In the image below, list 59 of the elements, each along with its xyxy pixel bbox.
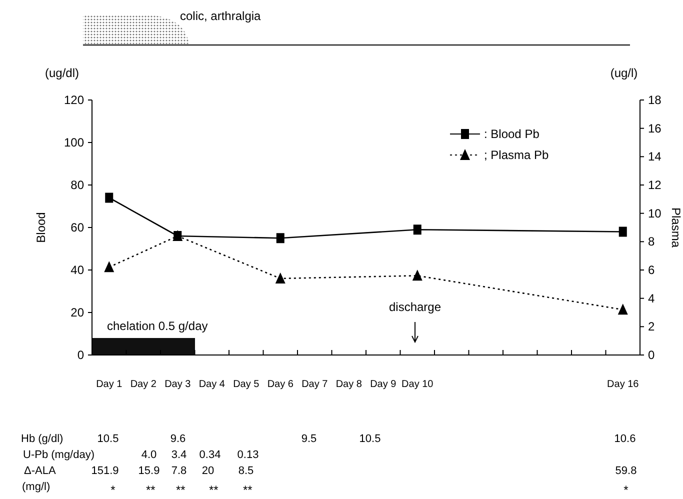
- annotation: discharge: [388, 300, 442, 314]
- text: 9.5: [301, 433, 317, 445]
- x-tick-label: Day 6: [267, 379, 294, 390]
- x-tick-label: Day 16: [607, 379, 640, 390]
- text: (mg/l): [22, 481, 50, 493]
- text: 15.9: [138, 465, 160, 477]
- y-tick-label: 0: [77, 348, 84, 362]
- text: 7.8: [171, 465, 187, 477]
- x-tick-label: Day 8: [336, 379, 362, 390]
- legend-label: : Blood Pb: [484, 127, 540, 141]
- y-tick-label: 80: [70, 178, 84, 192]
- text: *: [110, 483, 116, 497]
- text: colic, arthralgia: [180, 9, 262, 23]
- x-tick-label: Day 10: [402, 379, 434, 390]
- y2-tick-label: 6: [648, 263, 655, 277]
- text: Δ-ALA: [24, 465, 56, 477]
- y-axis-title: Blood: [34, 212, 48, 243]
- text: 9.6: [170, 433, 186, 445]
- x-tick-label: Day 4: [198, 379, 226, 390]
- text: 8.5: [238, 465, 254, 477]
- text: 151.9: [91, 465, 119, 477]
- text: 20: [202, 465, 214, 477]
- text: 10.5: [359, 433, 381, 445]
- text: Hb (g/dl): [21, 433, 64, 445]
- y-tick-label: 20: [70, 306, 84, 320]
- annotation: chelation 0.5 g/day: [107, 319, 208, 333]
- text: (ug/dl): [44, 66, 80, 80]
- text: 10.5: [97, 433, 119, 445]
- y-tick-label: 60: [70, 220, 84, 234]
- y-tick-label: 40: [70, 263, 84, 277]
- x-tick-label: Day 2: [130, 379, 157, 390]
- x-tick-label: Day 1: [96, 379, 123, 390]
- y2-tick-label: 4: [648, 291, 655, 306]
- y2-axis-title: Plasma: [669, 207, 683, 248]
- y-tick-label: 120: [64, 93, 84, 107]
- text: 0.34: [199, 449, 221, 461]
- text: (ug/l): [610, 66, 638, 80]
- y2-tick-label: 16: [648, 121, 662, 136]
- y2-tick-label: 2: [648, 320, 655, 334]
- x-tick-label: Day 3: [164, 379, 192, 390]
- y2-tick-label: 12: [648, 178, 662, 192]
- y2-tick-label: 14: [648, 150, 662, 164]
- text: 10.6: [614, 433, 636, 445]
- x-tick-label: Day 9: [370, 379, 397, 390]
- x-tick-label: Day 5: [233, 379, 260, 390]
- y2-tick-label: 10: [648, 206, 662, 220]
- x-tick-label: Day 7: [302, 379, 328, 390]
- y2-tick-label: 0: [648, 348, 655, 362]
- text: 59.8: [615, 465, 637, 477]
- text: 4.0: [141, 449, 157, 461]
- text: *: [624, 483, 628, 497]
- text: 3.4: [171, 449, 187, 461]
- text: 0.13: [237, 449, 259, 461]
- y2-tick-label: 18: [648, 93, 662, 107]
- y-tick-label: 100: [64, 136, 84, 150]
- y2-tick-label: 8: [648, 234, 655, 249]
- text: U-Pb (mg/day): [23, 449, 95, 461]
- legend-label: ; Plasma Pb: [484, 148, 550, 162]
- text: ** ** ** **: [146, 483, 252, 497]
